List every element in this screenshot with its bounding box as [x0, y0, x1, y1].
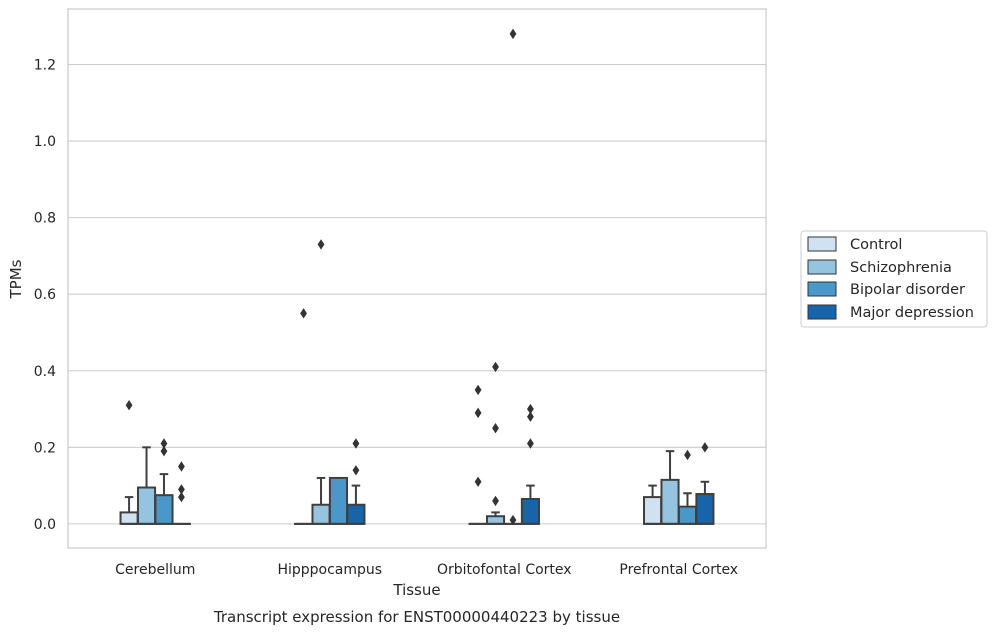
box-major-depression-orbitofontal-cortex: [520, 403, 540, 525]
y-tick-label: 1.0: [34, 134, 56, 150]
y-tick-label: 0.0: [34, 517, 56, 533]
outlier-point: [474, 407, 482, 419]
plot-background: [68, 9, 766, 548]
box-major-depression-hipppocampus: [346, 438, 366, 525]
outlier-point: [509, 28, 517, 40]
x-tick-label: Hipppocampus: [277, 562, 382, 578]
box-body: [677, 505, 698, 525]
box-schizophrenia-orbitofontal-cortex: [485, 361, 506, 525]
y-tick-label: 0.2: [34, 440, 56, 456]
outlier-point: [160, 445, 168, 457]
boxes: [119, 28, 715, 526]
legend-label-bipolar-disorder: Bipolar disorder: [850, 282, 965, 298]
box-major-depression-cerebellum: [171, 461, 191, 525]
outlier-point: [178, 461, 185, 472]
y-tick-label: 0.6: [34, 287, 56, 303]
box-body: [154, 494, 174, 525]
legend-label-major-depression: Major depression: [850, 305, 974, 321]
y-tick-labels: 0.0 0.2 0.4 0.6 0.8 1.0 1.2: [34, 58, 56, 533]
outlier-point: [684, 449, 691, 461]
outlier-point: [352, 438, 360, 449]
outlier-point: [492, 495, 499, 507]
outlier-point: [527, 411, 534, 422]
outlier-point: [527, 403, 534, 415]
box-major-depression-prefrontal-cortex: [695, 442, 715, 525]
outlier-point: [474, 476, 482, 487]
box-bipolar-disorder-orbitofontal-cortex: [503, 28, 523, 526]
legend-label-control: Control: [850, 237, 902, 253]
box-body: [660, 478, 680, 525]
y-tick-label: 0.4: [34, 364, 56, 380]
box-control-orbitofontal-cortex: [468, 384, 488, 525]
x-tick-label: Prefrontal Cortex: [619, 562, 738, 578]
chart-caption: Transcript expression for ENST0000044022…: [213, 608, 620, 626]
y-axis-title: TPMs: [7, 259, 25, 299]
legend-frame: [800, 230, 988, 328]
plot-frame: [67, 8, 767, 549]
box-body: [485, 515, 506, 525]
y-tick-label: 1.2: [34, 58, 56, 74]
legend-label-schizophrenia: Schizophrenia: [850, 260, 952, 276]
box-body: [643, 496, 663, 525]
x-tick-label: Orbitofontal Cortex: [437, 562, 572, 578]
x-tick-labels: Cerebellum Hipppocampus Orbitofontal Corte…: [115, 562, 738, 578]
box-body: [695, 493, 715, 525]
box-schizophrenia-prefrontal-cortex: [660, 450, 680, 525]
box-body: [311, 503, 331, 525]
gridlines: [68, 63, 766, 525]
box-body: [136, 486, 157, 525]
outlier-point: [527, 438, 534, 449]
y-tick-label: 0.8: [34, 211, 56, 227]
outlier-point: [178, 491, 185, 503]
box-body: [119, 511, 139, 525]
box-bipolar-disorder-cerebellum: [154, 438, 174, 525]
box-body: [520, 498, 540, 525]
legend-swatch-bipolar-disorder: [807, 281, 837, 297]
outlier-point: [492, 361, 499, 373]
outlier-point: [352, 465, 360, 476]
outlier-point: [317, 239, 325, 250]
box-bipolar-disorder-prefrontal-cortex: [677, 449, 698, 525]
outlier-point: [160, 438, 168, 449]
legend: Control Schizophrenia Bipolar disorder M…: [800, 230, 988, 328]
outlier-point: [125, 400, 133, 411]
outlier-point: [492, 422, 499, 434]
legend-swatch-control: [807, 236, 837, 252]
outlier-point: [300, 308, 307, 319]
outlier-point: [474, 384, 482, 396]
x-axis-title: Tissue: [392, 581, 440, 599]
box-bipolar-disorder-hipppocampus: [328, 476, 349, 525]
outlier-point: [701, 442, 709, 453]
legend-swatch-schizophrenia: [807, 259, 837, 275]
outlier-point: [178, 484, 185, 495]
x-tick-label: Cerebellum: [115, 562, 195, 578]
box-body: [328, 476, 349, 525]
box-body: [346, 503, 366, 525]
legend-swatch-major-depression: [807, 304, 837, 320]
outlier-point: [509, 514, 517, 526]
